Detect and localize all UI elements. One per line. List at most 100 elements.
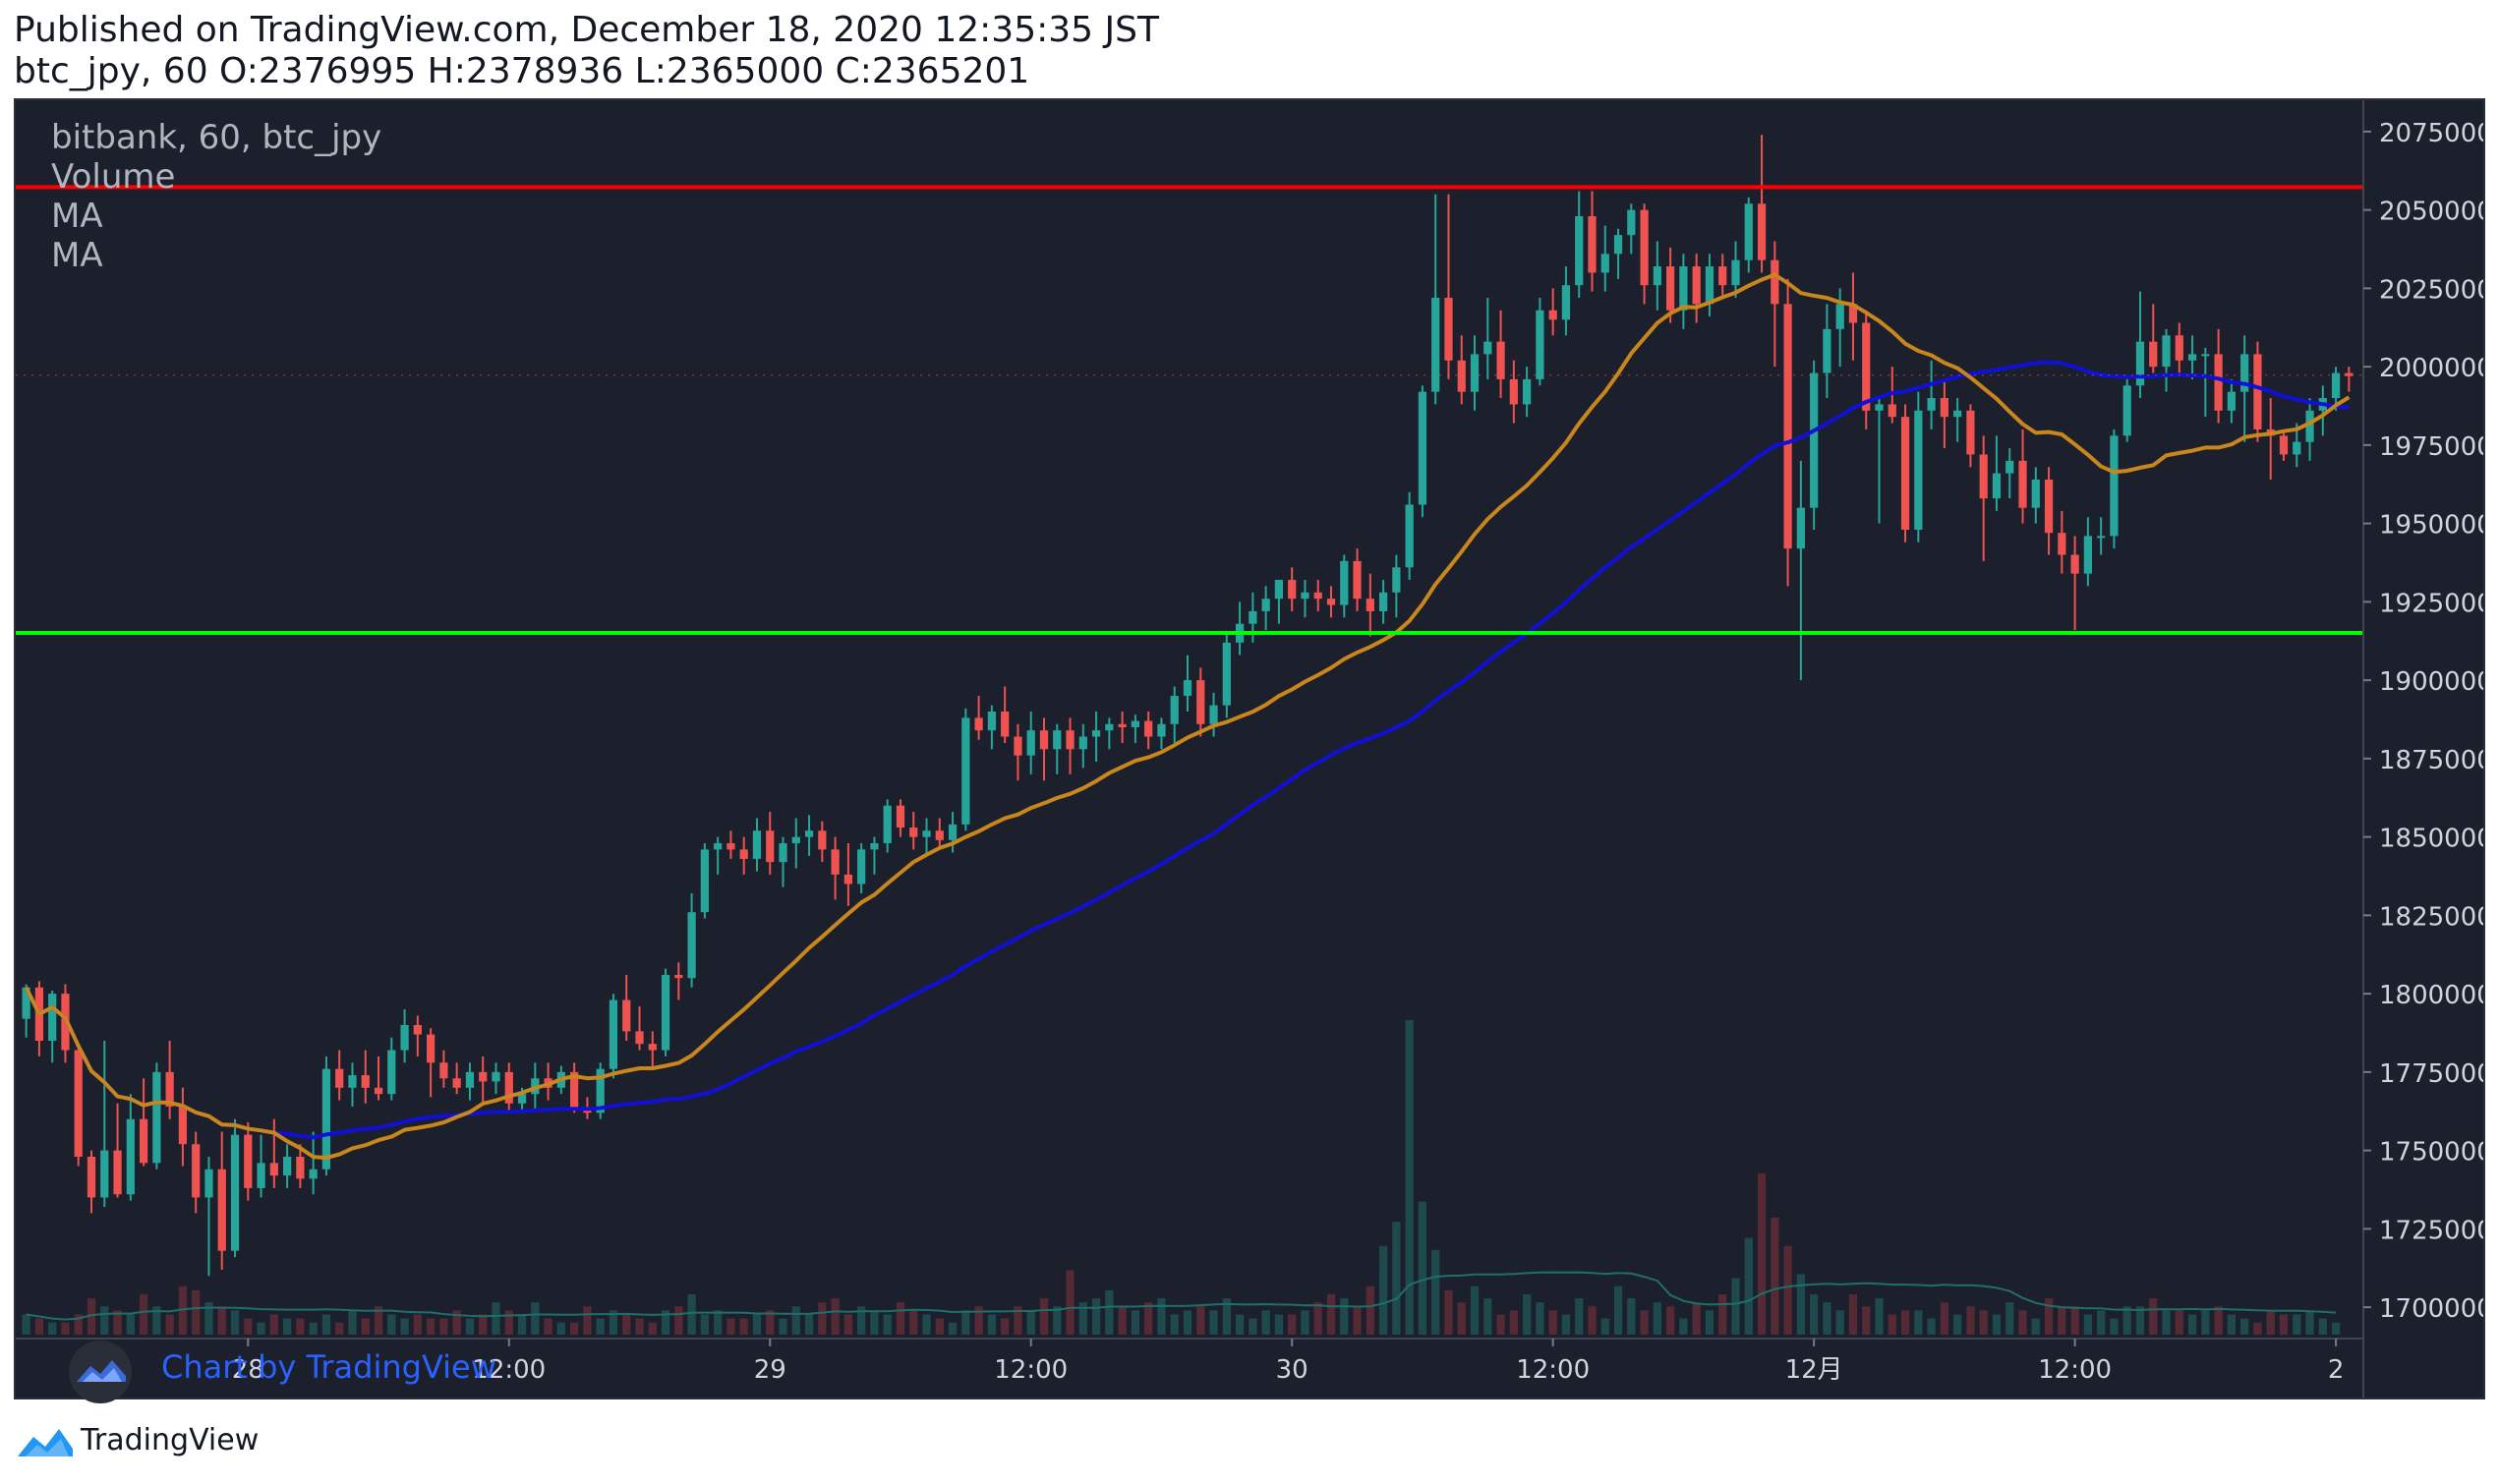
candle-body [909, 828, 918, 837]
volume-bar [1039, 1298, 1049, 1335]
candle-body [1757, 203, 1767, 260]
candle-body [1613, 235, 1623, 255]
volume-bar [1875, 1298, 1884, 1335]
volume-bar [1066, 1270, 1075, 1335]
candle-body [2345, 372, 2354, 376]
volume-bar [1392, 1222, 1401, 1335]
candle-body [779, 843, 787, 863]
volume-bar [204, 1302, 213, 1335]
volume-bar [1783, 1245, 1792, 1335]
candle-body [1066, 730, 1075, 750]
legend-volume: Volume [51, 157, 176, 197]
volume-bar [1679, 1318, 1688, 1335]
candle-body [100, 1150, 109, 1198]
volume-bar [1183, 1310, 1192, 1335]
tradingview-logo-icon[interactable] [16, 1423, 75, 1458]
volume-bar [857, 1306, 866, 1335]
volume-bar [335, 1322, 344, 1335]
volume-bar [1144, 1302, 1153, 1335]
candle-body [1979, 454, 1988, 499]
candle-body [2135, 341, 2145, 386]
candle-body [1261, 599, 1270, 611]
candle-body [1823, 328, 1831, 373]
volume-bar [922, 1314, 931, 1335]
volume-bar [387, 1314, 396, 1335]
price-chart[interactable]: 205730719151021997300 1700000 1725000 1750… [16, 100, 2483, 1398]
volume-bar [1496, 1314, 1505, 1335]
volume-bar [321, 1314, 331, 1335]
candle-body [687, 912, 696, 979]
footer-brand[interactable]: TradingView [81, 1423, 260, 1457]
volume-bar [1288, 1314, 1297, 1335]
volume-bar [139, 1293, 148, 1335]
volume-bar [1366, 1285, 1374, 1335]
candle-body [269, 1163, 278, 1176]
volume-bar [1131, 1310, 1140, 1335]
volume-bar [1261, 1310, 1270, 1335]
volume-bar [1340, 1298, 1349, 1335]
volume-bar [1757, 1172, 1767, 1335]
price-tick-label: 1775000 [2379, 1059, 2483, 1089]
volume-bar [296, 1318, 305, 1335]
volume-bar [1862, 1306, 1871, 1335]
candle-body [674, 974, 683, 979]
volume-bar [1118, 1306, 1127, 1335]
volume-bar [192, 1289, 201, 1335]
volume-bar [1848, 1293, 1858, 1335]
candle-body [1144, 720, 1153, 737]
volume-bar [1301, 1310, 1309, 1335]
volume-bar [674, 1306, 683, 1335]
volume-bar [1575, 1298, 1584, 1335]
chart-panel[interactable]: 205730719151021997300 1700000 1725000 1750… [14, 98, 2485, 1403]
legend-ma-1: MA [51, 197, 103, 236]
candle-body [1992, 473, 2002, 499]
candle-body [1744, 203, 1753, 260]
candle-body [622, 999, 631, 1032]
time-tick-label: 28 [232, 1355, 264, 1385]
volume-bar [1470, 1285, 1480, 1335]
volume-bar [244, 1318, 253, 1335]
volume-bar [1992, 1314, 2002, 1335]
volume-bar [1627, 1298, 1636, 1335]
volume-bar [34, 1318, 44, 1335]
candle-body [791, 836, 800, 843]
ma-slow-line [24, 360, 2350, 1140]
volume-bar [1940, 1302, 1948, 1335]
candle-body [1366, 599, 1374, 611]
volume-bar [282, 1318, 292, 1335]
candle-body [818, 830, 827, 850]
candle-body [282, 1156, 292, 1176]
candle-body [1705, 266, 1714, 305]
candle-body [883, 805, 892, 843]
candle-body [1862, 322, 1871, 411]
horizontal-lines: 205730719151021997300 [16, 169, 2481, 651]
candle-body [948, 824, 958, 840]
price-tick-label: 1850000 [2379, 825, 2483, 854]
candle-body [2279, 435, 2289, 455]
time-tick-label: 12:00 [994, 1355, 1068, 1385]
volume-bar [1105, 1289, 1114, 1335]
candle-body [1888, 404, 1896, 418]
volume-bar [126, 1314, 135, 1335]
candle-body [178, 1106, 188, 1145]
candle-body [2005, 460, 2014, 474]
volume-bar [779, 1318, 787, 1335]
candle-body [1014, 736, 1022, 756]
candle-body [139, 1118, 148, 1164]
candle-body [427, 1034, 436, 1063]
volume-bar [1249, 1318, 1257, 1335]
volume-bar [2044, 1298, 2054, 1335]
candle-body [1183, 680, 1192, 697]
candle-body [48, 994, 57, 1041]
volume-bar [2031, 1318, 2040, 1335]
volume-bar [987, 1314, 997, 1335]
candle-body [439, 1062, 448, 1079]
time-tick-label: 29 [754, 1355, 786, 1385]
volume-bar [1209, 1310, 1218, 1335]
watermark-text[interactable]: Chart by TradingView [161, 1348, 496, 1386]
legend-ma-2: MA [51, 236, 103, 275]
candle-body [1457, 360, 1466, 392]
candle-body [1274, 580, 1284, 599]
price-tick-label: 1725000 [2379, 1216, 2483, 1245]
volume-bar [870, 1310, 879, 1335]
